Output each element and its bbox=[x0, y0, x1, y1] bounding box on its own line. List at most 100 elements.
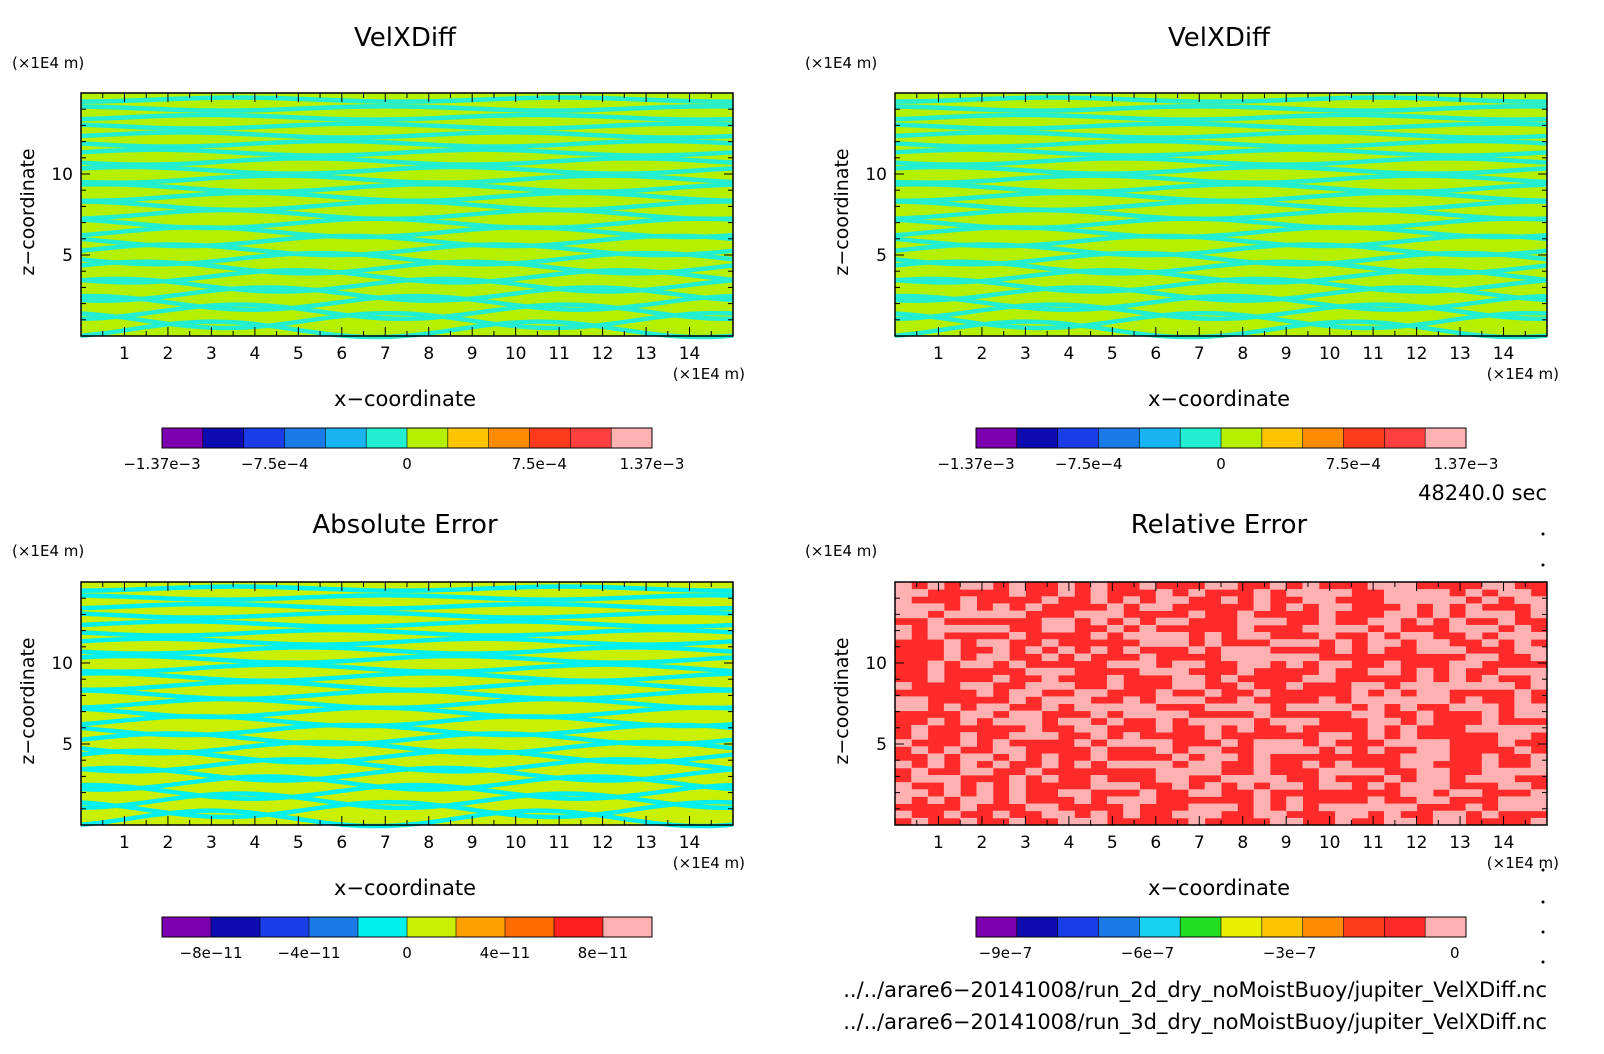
contour-cell bbox=[1123, 696, 1140, 704]
contour-cell bbox=[1090, 632, 1108, 640]
contour-cell bbox=[1481, 682, 1499, 690]
contour-cell bbox=[1400, 582, 1418, 590]
contour-cell bbox=[992, 610, 1010, 619]
contour-cell bbox=[1318, 696, 1336, 704]
contour-cell bbox=[1237, 782, 1255, 790]
x-tick-label: 10 bbox=[505, 833, 527, 853]
contour-band bbox=[81, 121, 733, 131]
contour-cell bbox=[1384, 617, 1401, 626]
contour-cell bbox=[1286, 782, 1303, 790]
y-axis-label: z−coordinate bbox=[831, 148, 853, 275]
contour-cell bbox=[1465, 660, 1483, 669]
contour-cell bbox=[1204, 582, 1222, 590]
x-tick-label: 9 bbox=[467, 344, 478, 364]
contour-cell bbox=[1335, 760, 1352, 769]
contour-cell bbox=[1058, 582, 1075, 590]
contour-cell bbox=[1253, 632, 1271, 640]
x-tick-label: 6 bbox=[1150, 344, 1161, 364]
colorbar-label: 0 bbox=[402, 455, 412, 473]
contour-cell bbox=[1172, 596, 1189, 604]
contour-cell bbox=[960, 610, 977, 619]
contour-cell bbox=[1367, 646, 1385, 654]
contour-cell bbox=[1351, 810, 1369, 819]
x-tick-label: 13 bbox=[635, 344, 657, 364]
contour-cell bbox=[1416, 760, 1434, 769]
contour-band bbox=[895, 130, 1547, 140]
contour-cell bbox=[1498, 803, 1515, 812]
contour-cell bbox=[1465, 775, 1483, 783]
contour-cell bbox=[1465, 696, 1483, 704]
contour-cell bbox=[1432, 603, 1450, 611]
contour-cell bbox=[1481, 674, 1499, 683]
contour-cell bbox=[927, 796, 945, 804]
contour-cell bbox=[1204, 639, 1222, 647]
contour-cell bbox=[1400, 703, 1418, 712]
contour-cell bbox=[1432, 753, 1450, 762]
contour-cell bbox=[1286, 589, 1303, 597]
colorbar-label: −1.37e−3 bbox=[937, 455, 1014, 473]
contour-cell bbox=[1530, 767, 1548, 776]
contour-cell bbox=[943, 639, 961, 647]
contour-cell bbox=[1253, 760, 1271, 769]
contour-cell bbox=[1237, 696, 1255, 704]
contour-cell bbox=[1416, 717, 1434, 726]
contour-cell bbox=[1514, 589, 1532, 597]
contour-cell bbox=[960, 717, 977, 726]
contour-cell bbox=[992, 760, 1010, 769]
contour-cell bbox=[1090, 703, 1108, 712]
contour-cell bbox=[1253, 653, 1271, 662]
contour-cell bbox=[1155, 760, 1173, 769]
x-axis-label: x−coordinate bbox=[334, 876, 476, 900]
contour-cell bbox=[1481, 624, 1499, 633]
contour-cell bbox=[1172, 767, 1189, 776]
x-tick-label: 8 bbox=[1237, 344, 1248, 364]
contour-cell bbox=[1041, 703, 1059, 712]
contour-cell bbox=[1481, 703, 1499, 712]
contour-band bbox=[81, 104, 733, 113]
contour-cell bbox=[1009, 582, 1026, 590]
x-tick-label: 3 bbox=[206, 833, 217, 853]
contour-cell bbox=[1335, 817, 1352, 826]
contour-band bbox=[895, 250, 1547, 267]
x-tick-label: 9 bbox=[1281, 344, 1292, 364]
colorbar-swatch bbox=[407, 917, 457, 937]
contour-cell bbox=[1009, 775, 1026, 783]
contour-cell bbox=[1498, 667, 1515, 676]
contour-cell bbox=[1188, 803, 1206, 812]
contour-cell bbox=[1335, 589, 1352, 597]
contour-cell bbox=[1237, 660, 1255, 669]
contour-cell bbox=[1237, 617, 1255, 626]
contour-band bbox=[81, 739, 733, 756]
contour-cell bbox=[1416, 689, 1434, 697]
contour-cell bbox=[1058, 589, 1075, 597]
x-unit-label: (×1E4 m) bbox=[673, 854, 745, 872]
contour-cell bbox=[1155, 632, 1173, 640]
colorbar-swatch bbox=[1384, 428, 1426, 448]
contour-cell bbox=[1139, 603, 1157, 611]
contour-cell bbox=[1188, 660, 1206, 669]
contour-cell bbox=[1286, 739, 1303, 747]
contour-cell bbox=[1041, 810, 1059, 819]
contour-cell bbox=[1253, 775, 1271, 783]
contour-cell bbox=[1514, 667, 1532, 676]
contour-band bbox=[81, 242, 733, 258]
contour-cell bbox=[911, 817, 929, 826]
colorbar-swatch bbox=[1302, 428, 1344, 448]
contour-cell bbox=[1253, 746, 1271, 754]
contour-cell bbox=[1090, 589, 1108, 597]
contour-cell bbox=[1302, 717, 1320, 726]
contour-cell bbox=[1237, 610, 1255, 619]
contour-cell bbox=[1041, 639, 1059, 647]
contour-cell bbox=[1498, 767, 1515, 776]
contour-cell bbox=[1384, 610, 1401, 619]
contour-cell bbox=[895, 632, 912, 640]
contour-cell bbox=[1090, 817, 1108, 826]
contour-cell bbox=[1367, 639, 1385, 647]
contour-cell bbox=[1269, 717, 1287, 726]
contour-cell bbox=[1302, 703, 1320, 712]
x-tick-label: 2 bbox=[163, 833, 174, 853]
contour-cell bbox=[1253, 803, 1271, 812]
contour-cell bbox=[1514, 596, 1532, 604]
colorbar-swatch bbox=[976, 428, 1018, 448]
contour-cell bbox=[1172, 660, 1189, 669]
